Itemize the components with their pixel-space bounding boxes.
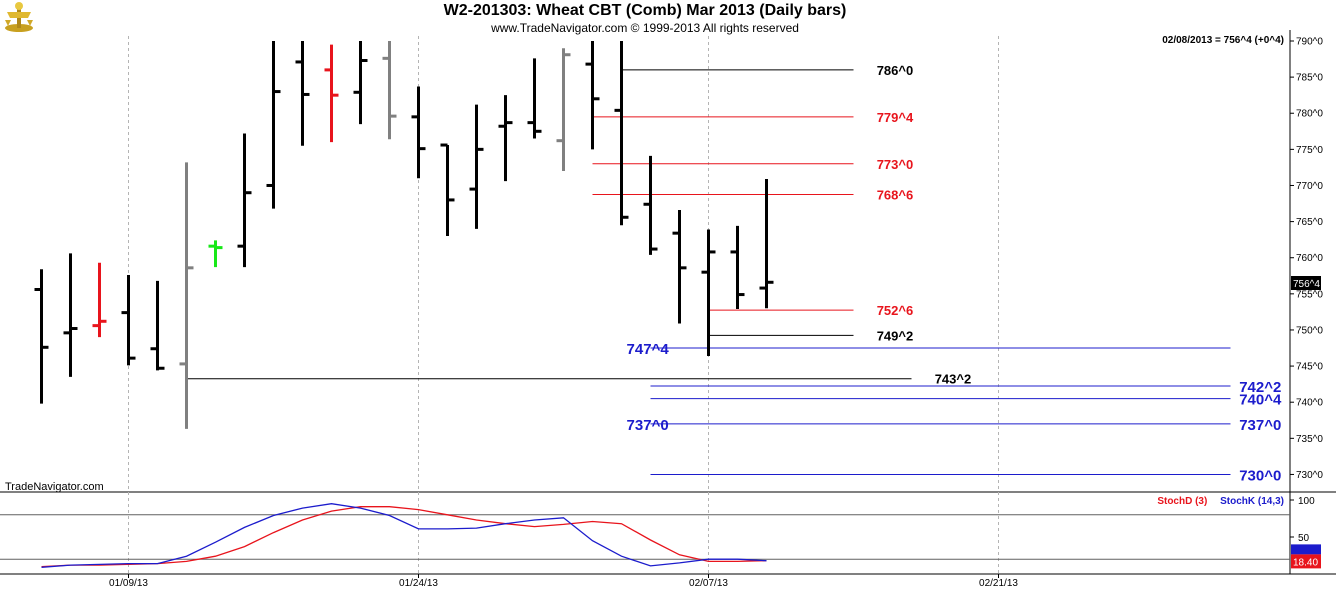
- date-tick-label: 02/07/13: [689, 578, 728, 589]
- level-label: 737^0: [627, 417, 669, 434]
- stoch-series-line: [41, 503, 767, 568]
- level-label: 740^4: [1239, 392, 1282, 409]
- chart-title: W2-201303: Wheat CBT (Comb) Mar 2013 (Da…: [443, 2, 847, 19]
- level-label: 779^4: [877, 110, 914, 125]
- date-tick-label: 01/09/13: [109, 578, 148, 589]
- price-tick-label: 740^0: [1296, 398, 1323, 409]
- stoch-value-tag: [1291, 554, 1321, 569]
- price-tick-label: 760^0: [1296, 253, 1323, 264]
- stoch-series-line: [41, 506, 767, 568]
- level-label: 749^2: [877, 328, 914, 343]
- price-tick-label: 735^0: [1296, 434, 1323, 445]
- stoch-tick-label: 100: [1298, 496, 1315, 507]
- level-label: 742^2: [1239, 379, 1281, 396]
- price-tick-label: 775^0: [1296, 145, 1323, 156]
- level-label: 743^2: [935, 372, 972, 387]
- level-label: 747^4: [627, 341, 670, 358]
- price-tick-label: 745^0: [1296, 362, 1323, 373]
- level-label: 730^0: [1239, 467, 1281, 484]
- level-label: 768^6: [877, 188, 914, 203]
- date-tick-label: 02/21/13: [979, 578, 1018, 589]
- indicator-legend: StochD (3) StochK (14,3): [1147, 496, 1284, 507]
- trade-navigator-logo: [2, 0, 36, 34]
- level-label: 773^0: [877, 157, 914, 172]
- stoch-value-label: 18.40: [1293, 557, 1318, 568]
- level-label: 737^0: [1239, 417, 1281, 434]
- stochk-value-marker: [1291, 544, 1321, 555]
- stoch-tick-label: 50: [1298, 533, 1310, 544]
- level-label: 752^6: [877, 303, 914, 318]
- last-price-tag-label: 756^4: [1293, 279, 1320, 290]
- date-tick-label: 01/24/13: [399, 578, 438, 589]
- price-tick-label: 780^0: [1296, 109, 1323, 120]
- legend-stochk: StochK (14,3): [1220, 496, 1284, 507]
- legend-stochd: StochD (3): [1157, 496, 1208, 507]
- price-tick-label: 730^0: [1296, 470, 1323, 481]
- price-tick-label: 765^0: [1296, 217, 1323, 228]
- watermark-text: TradeNavigator.com: [5, 481, 104, 493]
- price-tick-label: 755^0: [1296, 289, 1323, 300]
- last-price-tag: [1291, 276, 1321, 291]
- price-tick-label: 785^0: [1296, 73, 1323, 84]
- level-label: 786^0: [877, 63, 914, 78]
- copyright-line: www.TradeNavigator.com © 1999-2013 All r…: [491, 21, 799, 35]
- price-tick-label: 770^0: [1296, 181, 1323, 192]
- last-price-status: 02/08/2013 = 756^4 (+0^4): [1162, 35, 1284, 46]
- price-tick-label: 790^0: [1296, 37, 1323, 48]
- price-tick-label: 750^0: [1296, 325, 1323, 336]
